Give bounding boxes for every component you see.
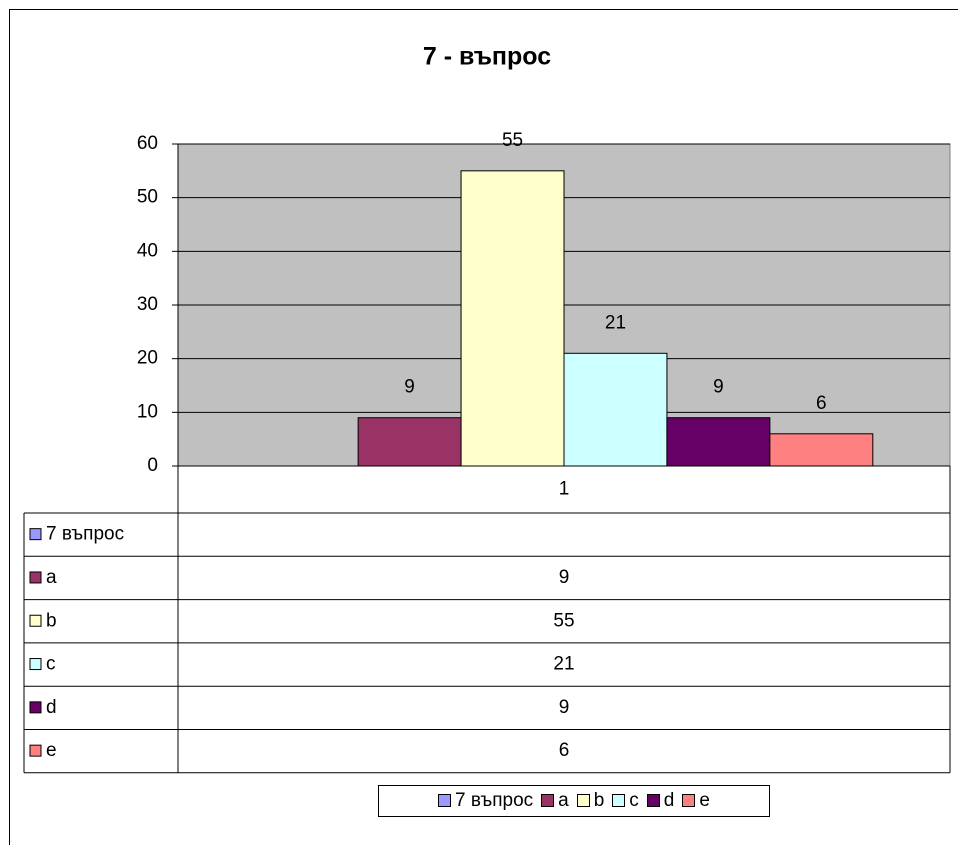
legend-item: c xyxy=(612,790,639,812)
data-label: 9 xyxy=(713,377,724,398)
table-row-label: d xyxy=(46,697,57,718)
legend-label: 7 въпрос xyxy=(455,790,534,811)
legend-key xyxy=(29,658,42,671)
y-tick-label: 10 xyxy=(137,401,158,422)
legend-key xyxy=(438,794,452,808)
legend-key xyxy=(29,744,42,757)
legend-label: a xyxy=(558,790,569,811)
legend: 7 въпрос a b c d e xyxy=(378,785,770,817)
y-tick-label: 0 xyxy=(147,455,158,476)
table-value: 21 xyxy=(553,654,574,675)
data-label: 6 xyxy=(816,393,827,414)
legend-label: d xyxy=(663,790,675,811)
chart-border xyxy=(9,9,958,845)
bar xyxy=(357,417,462,467)
data-label: 55 xyxy=(502,130,523,151)
bar xyxy=(563,352,668,467)
legend-label: c xyxy=(629,790,639,811)
y-tick-label: 60 xyxy=(137,133,158,154)
legend-key xyxy=(29,571,42,584)
bar xyxy=(769,433,874,467)
legend-key xyxy=(541,794,555,808)
legend-key xyxy=(29,528,42,541)
y-tick-label: 30 xyxy=(137,294,158,315)
data-label: 9 xyxy=(404,377,415,398)
legend-label: e xyxy=(699,790,710,811)
table-value: 6 xyxy=(559,740,570,761)
legend-item: a xyxy=(541,790,569,812)
table-value: 55 xyxy=(553,610,574,631)
bar xyxy=(460,170,565,467)
y-tick-label: 20 xyxy=(137,348,158,369)
legend-key xyxy=(29,701,42,714)
data-label: 21 xyxy=(605,312,626,333)
table-row-label: a xyxy=(46,567,57,588)
legend-label: b xyxy=(593,790,605,811)
legend-item: d xyxy=(646,790,675,812)
legend-key xyxy=(646,794,660,808)
legend-item: e xyxy=(682,790,710,812)
y-tick-label: 40 xyxy=(137,240,158,261)
table-row-label: e xyxy=(46,740,57,761)
table-value: 9 xyxy=(559,567,570,588)
legend-key xyxy=(29,614,42,627)
table-row-label: b xyxy=(46,610,57,631)
x-tick-label: 1 xyxy=(559,479,570,500)
legend-key xyxy=(612,794,626,808)
chart-title: 7 - въпрос xyxy=(423,43,551,71)
y-tick-label: 50 xyxy=(137,187,158,208)
bar xyxy=(666,417,771,467)
legend-item: b xyxy=(576,790,605,812)
table-row-label: 7 въпрос xyxy=(46,524,124,545)
legend-key xyxy=(682,794,696,808)
table-row-label: c xyxy=(46,654,56,675)
table-value: 9 xyxy=(559,697,570,718)
legend-item: 7 въпрос xyxy=(438,790,533,812)
legend-key xyxy=(576,794,590,808)
